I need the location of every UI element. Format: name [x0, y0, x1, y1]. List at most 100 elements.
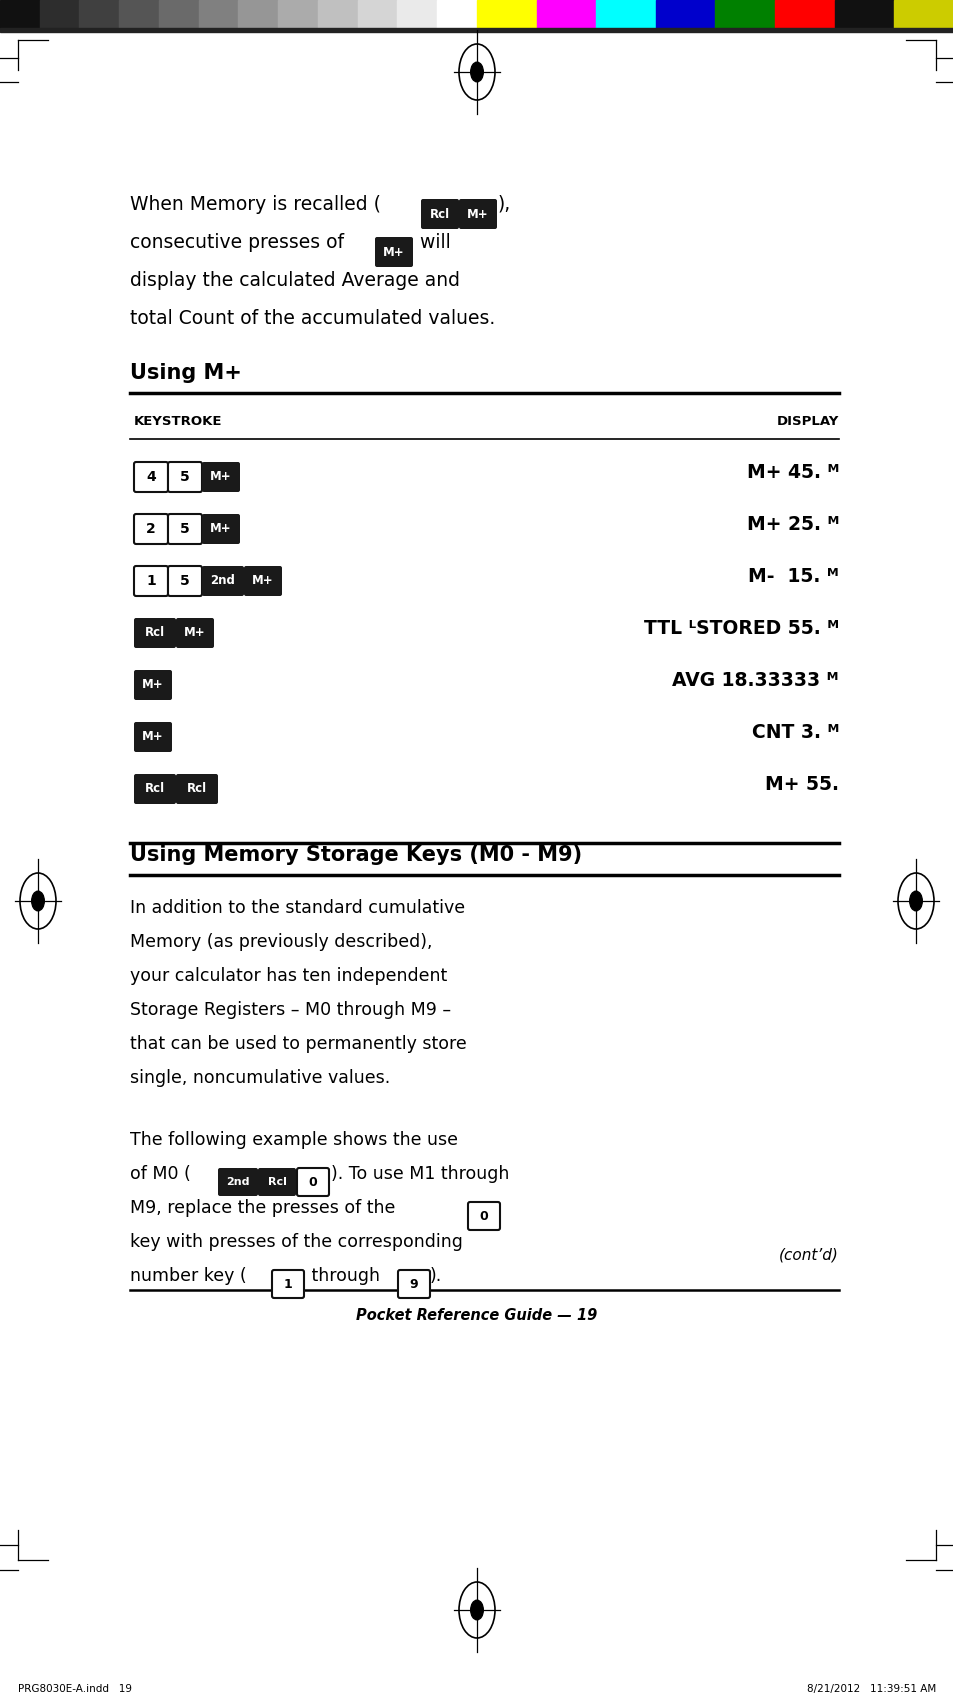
Text: (cont’d): (cont’d) — [779, 1248, 838, 1263]
Text: M-  15. ᴹ: M- 15. ᴹ — [747, 567, 838, 587]
Text: will: will — [414, 233, 450, 252]
Text: Pocket Reference Guide — 19: Pocket Reference Guide — 19 — [356, 1309, 597, 1322]
Bar — [476, 0, 537, 27]
Bar — [0, 0, 40, 27]
FancyBboxPatch shape — [272, 1270, 304, 1299]
Text: Rcl: Rcl — [430, 208, 450, 221]
Text: 9: 9 — [409, 1278, 417, 1290]
FancyBboxPatch shape — [375, 237, 413, 267]
Bar — [397, 0, 437, 27]
Text: M+ 55.: M+ 55. — [764, 776, 838, 795]
FancyBboxPatch shape — [168, 514, 202, 545]
Bar — [79, 0, 120, 27]
Bar — [893, 0, 953, 27]
Text: PRG8030E-A.indd   19: PRG8030E-A.indd 19 — [18, 1683, 132, 1693]
FancyBboxPatch shape — [133, 618, 175, 648]
Text: DISPLAY: DISPLAY — [776, 415, 838, 427]
Bar — [317, 0, 358, 27]
Text: display the calculated Average and: display the calculated Average and — [130, 271, 459, 289]
Text: The following example shows the use: The following example shows the use — [130, 1132, 457, 1149]
FancyBboxPatch shape — [133, 722, 172, 752]
FancyBboxPatch shape — [133, 514, 168, 545]
Text: 0: 0 — [309, 1176, 317, 1188]
FancyBboxPatch shape — [244, 567, 282, 596]
Text: 2nd: 2nd — [226, 1178, 250, 1186]
Ellipse shape — [470, 1600, 483, 1620]
Text: Rcl: Rcl — [145, 626, 165, 640]
Text: consecutive presses of: consecutive presses of — [130, 233, 344, 252]
Bar — [238, 0, 278, 27]
Text: CNT 3. ᴹ: CNT 3. ᴹ — [751, 723, 838, 742]
Bar — [40, 0, 80, 27]
Text: Rcl: Rcl — [187, 783, 207, 795]
Text: 4: 4 — [146, 470, 155, 483]
Bar — [278, 0, 318, 27]
Text: 5: 5 — [180, 470, 190, 483]
Text: M+: M+ — [142, 730, 164, 744]
Bar — [596, 0, 656, 27]
Text: Memory (as previously described),: Memory (as previously described), — [130, 933, 432, 951]
Text: M+: M+ — [210, 523, 232, 536]
Text: TTL ᴸSTORED 55. ᴹ: TTL ᴸSTORED 55. ᴹ — [643, 620, 838, 638]
FancyBboxPatch shape — [202, 567, 244, 596]
FancyBboxPatch shape — [175, 774, 218, 803]
Text: through: through — [306, 1266, 379, 1285]
Text: Using M+: Using M+ — [130, 363, 242, 383]
Bar — [834, 0, 894, 27]
Text: ),: ), — [497, 196, 511, 214]
Bar — [715, 0, 775, 27]
Text: single, noncumulative values.: single, noncumulative values. — [130, 1069, 390, 1088]
Text: Storage Registers – M0 through M9 –: Storage Registers – M0 through M9 – — [130, 1001, 451, 1019]
Ellipse shape — [31, 892, 44, 911]
Text: Rcl: Rcl — [267, 1178, 286, 1186]
Text: 1: 1 — [283, 1278, 292, 1290]
Bar — [436, 0, 477, 27]
Text: M+: M+ — [184, 626, 206, 640]
Ellipse shape — [470, 63, 483, 82]
FancyBboxPatch shape — [397, 1270, 430, 1299]
FancyBboxPatch shape — [133, 461, 168, 492]
Bar — [198, 0, 239, 27]
Bar — [159, 0, 199, 27]
FancyBboxPatch shape — [133, 567, 168, 596]
Bar — [774, 0, 835, 27]
FancyBboxPatch shape — [202, 461, 240, 492]
FancyBboxPatch shape — [420, 199, 458, 230]
Text: 2nd: 2nd — [211, 575, 235, 587]
Text: M+: M+ — [252, 575, 274, 587]
Text: 5: 5 — [180, 574, 190, 587]
Text: AVG 18.33333 ᴹ: AVG 18.33333 ᴹ — [672, 672, 838, 691]
Text: M+: M+ — [142, 679, 164, 691]
Text: M+: M+ — [210, 470, 232, 483]
Text: that can be used to permanently store: that can be used to permanently store — [130, 1035, 466, 1054]
Text: 1: 1 — [146, 574, 155, 587]
Text: M+: M+ — [383, 245, 404, 259]
Text: 5: 5 — [180, 523, 190, 536]
FancyBboxPatch shape — [257, 1168, 295, 1197]
Text: of M0 (: of M0 ( — [130, 1164, 191, 1183]
Text: total Count of the accumulated values.: total Count of the accumulated values. — [130, 310, 495, 328]
Bar — [0, 27, 953, 32]
Bar — [119, 0, 159, 27]
Bar — [357, 0, 397, 27]
Text: In addition to the standard cumulative: In addition to the standard cumulative — [130, 899, 465, 917]
Text: Rcl: Rcl — [145, 783, 165, 795]
FancyBboxPatch shape — [296, 1168, 329, 1197]
Text: M+ 25. ᴹ: M+ 25. ᴹ — [746, 516, 838, 534]
Text: 2: 2 — [146, 523, 155, 536]
Text: When Memory is recalled (: When Memory is recalled ( — [130, 196, 380, 214]
Text: M9, replace the presses of the: M9, replace the presses of the — [130, 1198, 395, 1217]
FancyBboxPatch shape — [218, 1168, 257, 1197]
Text: 0: 0 — [479, 1210, 488, 1222]
FancyBboxPatch shape — [133, 671, 172, 700]
Text: KEYSTROKE: KEYSTROKE — [133, 415, 222, 427]
Text: 8/21/2012   11:39:51 AM: 8/21/2012 11:39:51 AM — [806, 1683, 935, 1693]
FancyBboxPatch shape — [175, 618, 213, 648]
Text: Using Memory Storage Keys (M0 - M9): Using Memory Storage Keys (M0 - M9) — [130, 844, 581, 865]
Text: ).: ). — [430, 1266, 442, 1285]
Text: key with presses of the corresponding: key with presses of the corresponding — [130, 1232, 462, 1251]
FancyBboxPatch shape — [168, 461, 202, 492]
FancyBboxPatch shape — [168, 567, 202, 596]
FancyBboxPatch shape — [202, 514, 240, 545]
Text: ). To use M1 through: ). To use M1 through — [331, 1164, 509, 1183]
